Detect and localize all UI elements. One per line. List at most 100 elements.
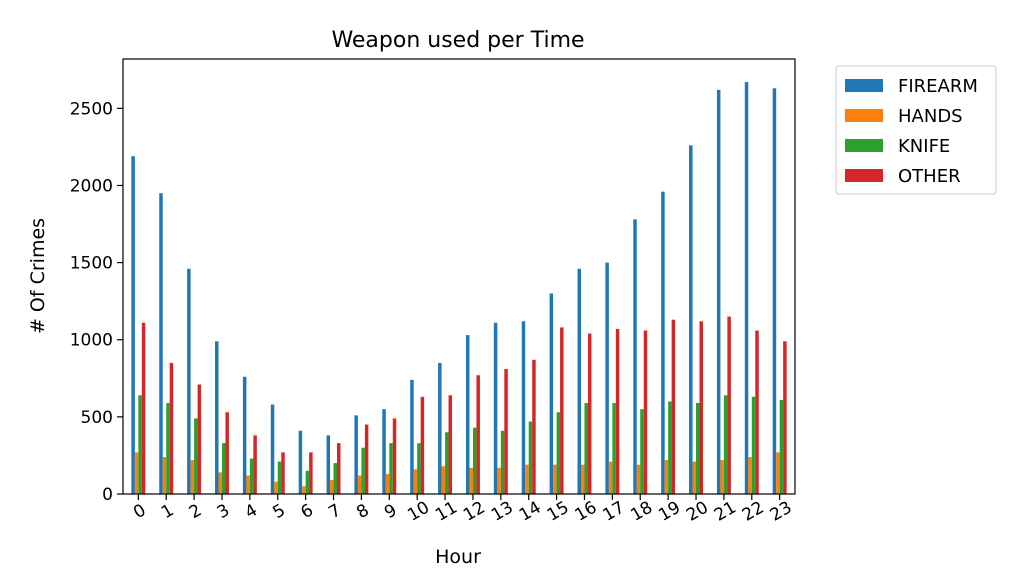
bar-other-22 (755, 330, 759, 494)
legend-swatch-hands (845, 109, 883, 122)
bar-hands-18 (636, 464, 641, 494)
bar-knife-19 (668, 401, 672, 494)
bar-knife-23 (779, 399, 784, 494)
bar-hands-5 (274, 481, 278, 494)
bar-firearm-8 (354, 415, 358, 494)
bar-knife-3 (221, 443, 226, 494)
bar-knife-6 (305, 470, 310, 494)
legend-label-hands: HANDS (898, 106, 963, 127)
bar-firearm-16 (577, 268, 581, 494)
bar-knife-15 (556, 412, 561, 494)
bar-knife-2 (194, 418, 198, 494)
bar-hands-16 (580, 464, 585, 494)
bar-other-8 (364, 424, 369, 494)
bar-firearm-20 (689, 145, 693, 494)
legend-swatch-knife (845, 139, 883, 152)
bar-other-20 (699, 321, 703, 494)
bar-other-16 (587, 333, 592, 494)
bar-hands-6 (302, 486, 306, 494)
bar-knife-22 (751, 396, 756, 494)
bar-other-4 (253, 435, 257, 494)
legend-label-firearm: FIREARM (898, 76, 978, 97)
bar-knife-11 (445, 432, 449, 494)
bar-knife-18 (640, 409, 644, 494)
y-tick-label: 2500 (70, 99, 113, 119)
bar-firearm-11 (438, 362, 442, 494)
x-tick-label: 5 (270, 500, 289, 523)
bar-other-13 (504, 369, 508, 494)
bar-other-21 (727, 316, 731, 494)
x-tick-label: 0 (130, 500, 149, 523)
x-tick-label: 6 (297, 500, 316, 523)
bar-hands-13 (497, 467, 501, 494)
bar-knife-1 (166, 402, 170, 494)
bar-hands-20 (692, 461, 697, 494)
bar-other-15 (560, 327, 564, 494)
bar-other-5 (281, 452, 285, 494)
x-tick-label: 23 (767, 498, 796, 526)
legend-label-other: OTHER (898, 166, 961, 187)
x-tick-label: 15 (544, 498, 573, 526)
bar-other-18 (643, 330, 648, 494)
bar-knife-4 (249, 458, 254, 494)
y-tick-label: 0 (102, 485, 113, 505)
bar-hands-8 (357, 475, 362, 494)
bar-hands-4 (246, 475, 250, 494)
x-tick-label: 12 (460, 498, 489, 526)
bar-other-0 (141, 322, 146, 494)
x-tick-label: 3 (214, 500, 233, 523)
x-tick-label: 21 (711, 498, 740, 526)
bar-hands-22 (748, 456, 752, 494)
bar-hands-10 (413, 469, 418, 494)
bar-other-23 (783, 341, 787, 494)
bar-other-3 (225, 412, 229, 494)
bar-firearm-13 (493, 322, 498, 494)
bar-knife-13 (500, 430, 505, 494)
bar-other-19 (671, 319, 676, 494)
bar-knife-17 (612, 402, 616, 494)
bar-other-7 (337, 443, 341, 494)
bar-hands-21 (720, 460, 724, 494)
bars-layer (131, 82, 787, 494)
bar-hands-0 (134, 452, 139, 494)
bar-firearm-15 (549, 293, 554, 494)
bar-firearm-3 (215, 341, 219, 494)
bar-firearm-5 (270, 404, 275, 494)
bar-hands-2 (190, 460, 195, 494)
bar-hands-14 (525, 464, 529, 494)
bar-firearm-1 (159, 193, 163, 494)
x-tick-label: 14 (516, 498, 545, 526)
bar-other-17 (615, 328, 620, 494)
bar-other-9 (392, 418, 397, 494)
bar-other-10 (420, 396, 425, 494)
x-tick-label: 11 (432, 498, 461, 526)
bar-firearm-6 (298, 430, 303, 494)
plot-frame (122, 58, 796, 495)
bar-hands-12 (469, 467, 473, 494)
bar-knife-20 (696, 402, 700, 494)
bar-other-1 (169, 362, 174, 494)
bar-firearm-14 (521, 321, 526, 494)
x-axis: 0 1 2 3 4 5 6 7 8 9 10 11 12 13 14 15 16 17 18 19 20 21 22 23 (130, 494, 796, 526)
x-tick-label: 22 (739, 498, 768, 526)
legend-frame (835, 65, 997, 195)
bar-knife-21 (723, 395, 728, 494)
bar-firearm-18 (633, 219, 637, 494)
bar-knife-10 (417, 443, 421, 494)
x-tick-label: 18 (627, 498, 656, 526)
bar-firearm-7 (326, 435, 331, 494)
bar-hands-9 (385, 473, 390, 494)
chart-title: Weapon used per Time (331, 28, 584, 53)
legend-swatch-firearm (845, 79, 883, 92)
bar-firearm-10 (410, 379, 414, 494)
legend: FIREARM HANDS KNIFE OTHER (835, 65, 997, 195)
bar-hands-11 (441, 466, 446, 494)
bar-other-12 (476, 375, 480, 494)
bar-hands-15 (553, 464, 557, 494)
x-tick-label: 20 (683, 498, 712, 526)
bar-firearm-19 (661, 191, 665, 494)
x-tick-label: 16 (572, 498, 601, 526)
bar-knife-0 (138, 395, 142, 494)
bar-knife-5 (277, 461, 282, 494)
